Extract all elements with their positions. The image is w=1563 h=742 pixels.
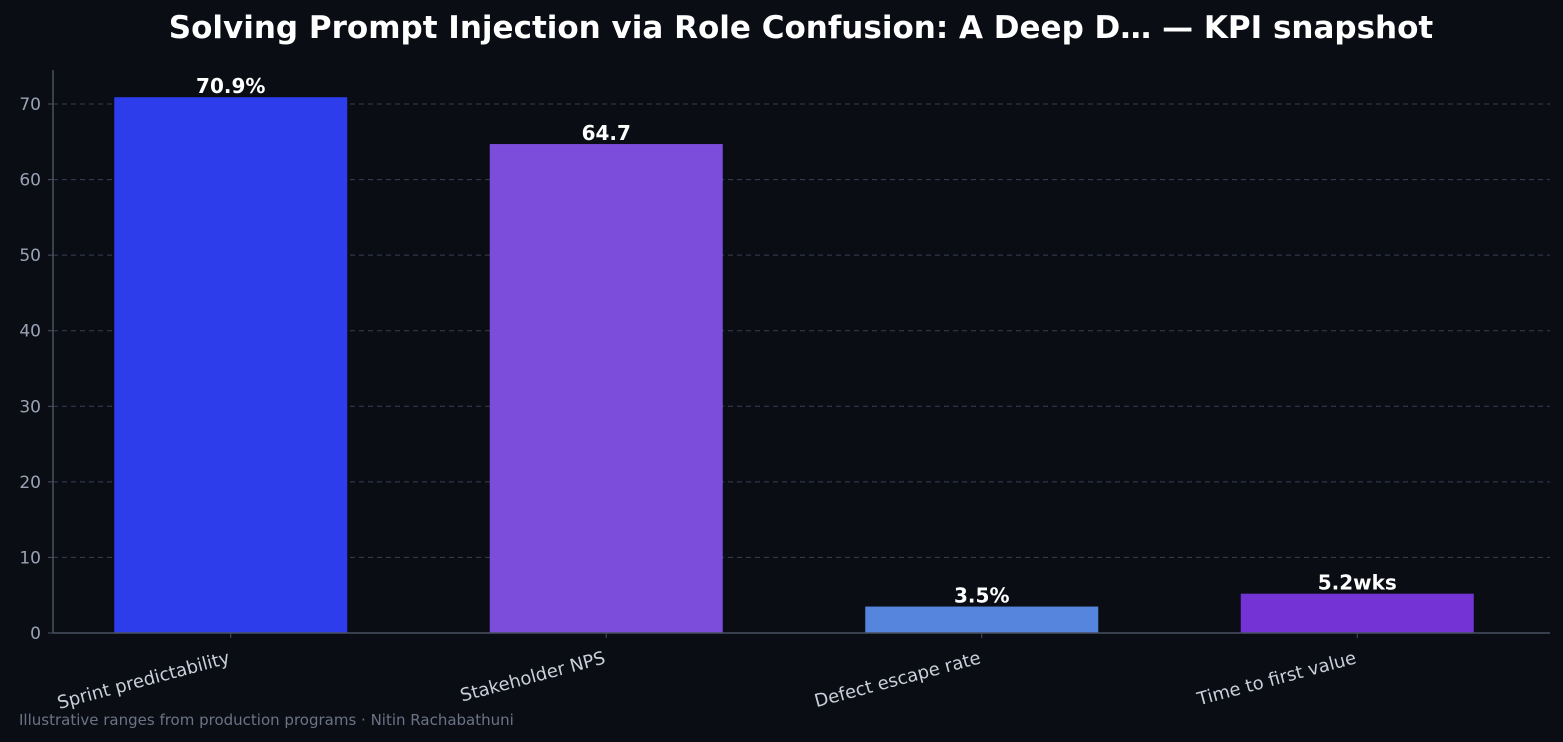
y-tick-label: 0: [30, 624, 41, 644]
y-tick-label: 30: [19, 397, 41, 417]
footnote: Illustrative ranges from production prog…: [19, 711, 514, 729]
data-label: 64.7: [582, 121, 631, 145]
y-tick-label: 10: [19, 548, 41, 568]
y-tick-label: 70: [19, 95, 41, 115]
chart-title: Solving Prompt Injection via Role Confus…: [169, 10, 1434, 46]
x-tick-label: Time to first value: [1194, 648, 1358, 711]
x-tick-label: Stakeholder NPS: [458, 648, 608, 707]
y-tick-label: 50: [19, 246, 41, 266]
y-tick-label: 20: [19, 473, 41, 493]
data-label: 3.5%: [954, 584, 1009, 608]
grid-lines: [53, 103, 1550, 558]
x-tick-label: Defect escape rate: [812, 648, 983, 713]
x-tick-label: Sprint predictability: [55, 647, 232, 713]
bars: [114, 97, 1474, 633]
y-tick-label: 40: [19, 322, 41, 342]
data-label: 70.9%: [196, 74, 265, 98]
data-labels: 70.9% 64.7 3.5% 5.2wks: [196, 74, 1397, 607]
data-label: 5.2wks: [1318, 571, 1397, 595]
bar: [1240, 593, 1474, 633]
y-tick-label: 60: [19, 171, 41, 191]
bar: [489, 144, 723, 633]
bar: [865, 606, 1099, 633]
bar: [114, 97, 348, 633]
